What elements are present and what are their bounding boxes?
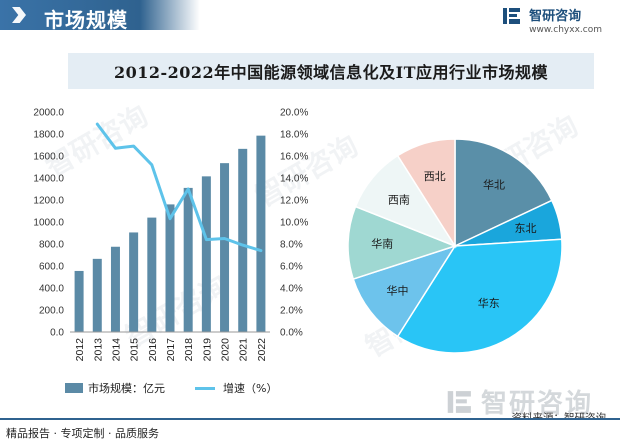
x-axis-tick-label: 2022 — [256, 338, 268, 362]
x-axis-tick-label: 2012 — [74, 338, 86, 362]
bar — [256, 135, 266, 332]
footer-slogan: 精品报告 · 专项定制 · 品质服务 — [6, 427, 159, 440]
legend-swatch-line — [195, 386, 215, 390]
brand-logo-icon — [503, 8, 521, 24]
x-axis-tick-label: 2021 — [238, 338, 250, 362]
y-axis-tick-label: 1400.0 — [33, 174, 64, 185]
y-axis-tick-label: 1000.0 — [33, 218, 64, 229]
y-axis-tick-label: 2000.0 — [33, 108, 64, 119]
pie-slice-label: 华南 — [371, 237, 393, 251]
pie-slice-label: 华北 — [483, 178, 505, 192]
chart-title: 2012-2022年中国能源领域信息化及IT应用行业市场规模 — [113, 63, 549, 82]
y-axis-tick-label: 0.0 — [50, 328, 64, 339]
y-axis-tick-label: 200.0 — [39, 306, 64, 317]
footer: 精品报告 · 专项定制 · 品质服务 — [0, 418, 620, 443]
watermark-logo: 智研咨询 — [445, 383, 593, 420]
bar — [129, 232, 139, 332]
bar — [220, 163, 230, 332]
x-axis-tick-label: 2013 — [92, 338, 104, 362]
bar — [183, 187, 193, 332]
pie-slice — [352, 244, 457, 338]
pie-slice-label: 华东 — [478, 296, 500, 310]
chart-title-band: 2012-2022年中国能源领域信息化及IT应用行业市场规模 — [68, 53, 594, 89]
section-title: 市场规模 — [44, 8, 128, 32]
pie-slice-label: 西南 — [388, 194, 410, 207]
x-axis-tick-label: 2017 — [165, 338, 177, 362]
bar — [92, 258, 102, 332]
pie-slice-label: 华中 — [387, 284, 409, 298]
x-axis-tick-label: 2016 — [147, 338, 159, 362]
legend-label-bar: 市场规模：亿元 — [88, 382, 165, 395]
y2-axis-tick-label: 6.0% — [280, 262, 303, 273]
y2-axis-tick-label: 16.0% — [280, 152, 308, 163]
watermark-logo-icon — [447, 390, 471, 413]
bar — [147, 217, 157, 332]
bar — [165, 204, 175, 332]
y2-axis-tick-label: 20.0% — [280, 108, 308, 119]
pie-slice-label: 东北 — [515, 222, 537, 235]
bar — [201, 176, 211, 332]
footer-divider — [0, 418, 620, 420]
brand-name: 智研咨询 — [529, 9, 582, 24]
y2-axis-tick-label: 8.0% — [280, 240, 303, 251]
y2-axis-tick-label: 0.0% — [280, 328, 303, 339]
bar — [238, 148, 248, 332]
y2-axis-tick-label: 2.0% — [280, 306, 303, 317]
legend-label-line: 增速（%） — [223, 382, 278, 395]
y2-axis-tick-label: 10.0% — [280, 218, 308, 229]
bar — [110, 246, 120, 332]
pie-slice — [396, 138, 456, 249]
growth-line — [95, 122, 263, 253]
y2-axis-tick-label: 12.0% — [280, 196, 308, 207]
y-axis-tick-label: 1800.0 — [33, 130, 64, 141]
legend: 市场规模：亿元 增速（%） — [65, 380, 307, 396]
pie-slice — [454, 138, 553, 248]
bar — [74, 270, 84, 332]
x-axis-tick-label: 2018 — [183, 338, 195, 362]
x-axis-tick-label: 2014 — [110, 338, 122, 362]
section-title-bar — [0, 0, 200, 30]
y-axis-tick-label: 400.0 — [39, 284, 64, 295]
watermark-logo-name: 智研咨询 — [481, 389, 594, 419]
pie-slice — [347, 205, 458, 281]
x-axis-tick-label: 2020 — [220, 338, 232, 362]
y-axis-tick-label: 1200.0 — [33, 196, 64, 207]
pie-slice-label: 西北 — [424, 170, 446, 183]
y-axis-tick-label: 600.0 — [39, 262, 64, 273]
legend-swatch-bar — [65, 383, 83, 393]
y-axis-tick-label: 1600.0 — [33, 152, 64, 163]
legend-item-bar: 市场规模：亿元 — [65, 380, 165, 396]
pie-slice — [396, 238, 563, 354]
x-axis-tick-label: 2019 — [201, 338, 213, 362]
y2-axis-tick-label: 18.0% — [280, 130, 308, 141]
x-axis-tick-label: 2015 — [129, 338, 141, 362]
header: 市场规模 智研咨询 www.chyxx.com — [0, 0, 620, 36]
y-axis-tick-label: 800.0 — [39, 240, 64, 251]
brand-logo: 智研咨询 www.chyxx.com — [503, 5, 602, 35]
y2-axis-tick-label: 14.0% — [280, 174, 308, 185]
legend-item-line: 增速（%） — [195, 380, 277, 396]
brand-url: www.chyxx.com — [529, 25, 602, 35]
y2-axis-tick-label: 4.0% — [280, 284, 303, 295]
